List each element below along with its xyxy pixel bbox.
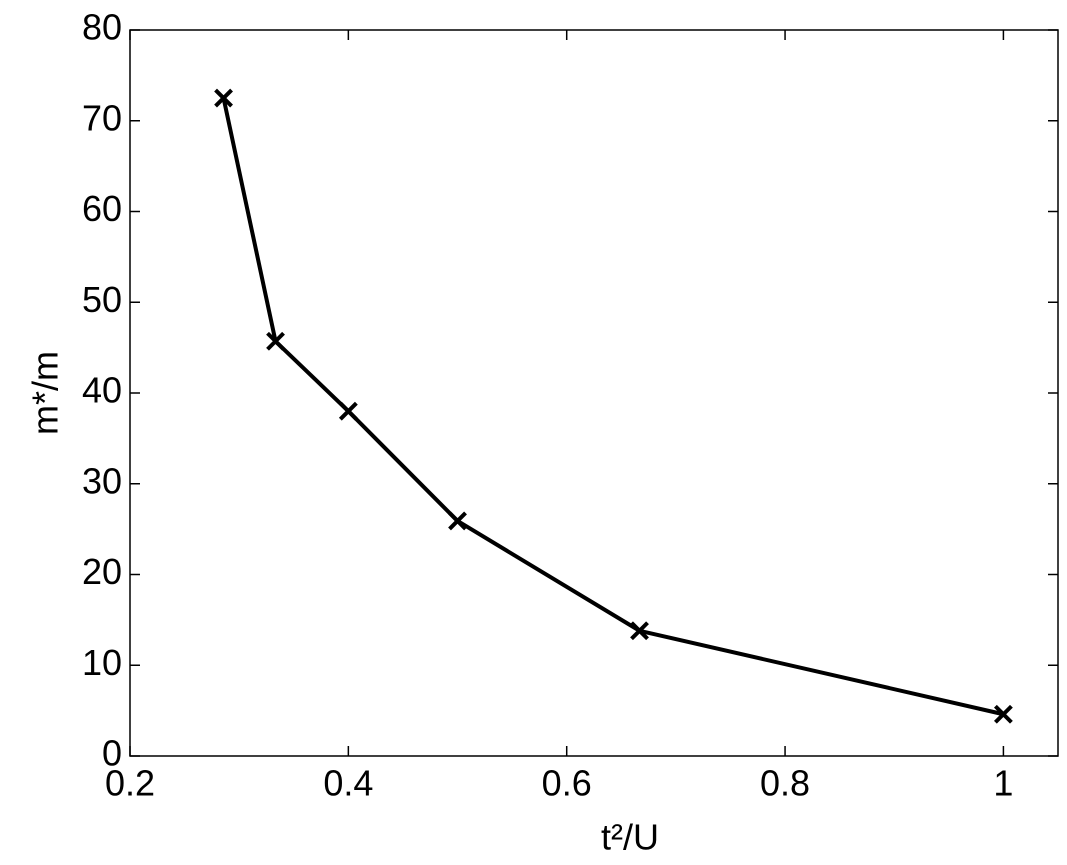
x-tick-label: 1 — [993, 763, 1013, 804]
y-tick-label: 40 — [82, 370, 122, 411]
plot-frame — [129, 29, 1059, 757]
y-axis-label: m*/m — [25, 351, 66, 435]
y-tick-label: 50 — [82, 279, 122, 320]
data-marker — [338, 401, 358, 421]
y-tick-label: 80 — [82, 7, 122, 48]
x-tick-label: 0.2 — [105, 763, 155, 804]
y-tick-label: 20 — [82, 551, 122, 592]
x-tick-label: 0.8 — [760, 763, 810, 804]
y-tick-label: 70 — [82, 97, 122, 138]
data-marker — [448, 511, 467, 531]
y-tick-label: 60 — [82, 188, 122, 229]
data-marker — [214, 88, 233, 108]
data-line — [221, 97, 1004, 717]
x-tick-label: 0.6 — [542, 763, 592, 804]
data-marker — [266, 331, 285, 351]
y-tick-label: 30 — [82, 460, 122, 501]
x-axis-label: t²/U — [601, 817, 659, 858]
y-tick-label: 10 — [82, 642, 122, 683]
data-marker — [630, 621, 649, 641]
x-tick-label: 0.4 — [323, 763, 373, 804]
data-marker — [993, 704, 1013, 724]
y-tick-label: 0 — [102, 733, 122, 774]
